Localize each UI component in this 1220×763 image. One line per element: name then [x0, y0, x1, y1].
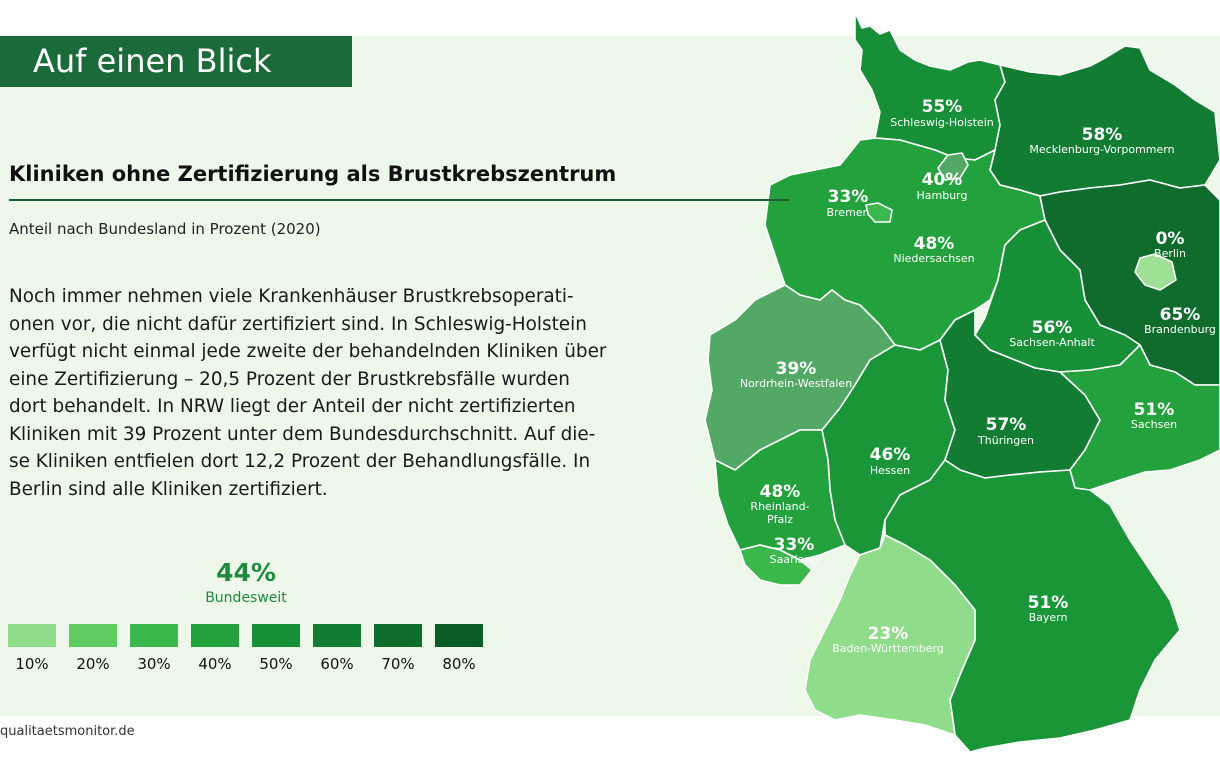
state-name-sh: Schleswig-Holstein: [890, 116, 993, 129]
state-berlin[interactable]: [1134, 253, 1177, 291]
state-value-rp: 48%: [760, 482, 801, 502]
national-average-value: 44%: [216, 558, 276, 587]
state-name-st: Sachsen-Anhalt: [1009, 336, 1095, 349]
state-name-rp: Rheinland-Pfalz: [750, 500, 809, 526]
state-value-sh: 55%: [922, 97, 963, 117]
state-name-he: Hessen: [870, 464, 910, 477]
state-name-be: Berlin: [1154, 247, 1186, 260]
state-value-ni: 48%: [914, 234, 955, 254]
state-name-hb: Bremen: [826, 206, 869, 219]
legend-label: 50%: [259, 655, 293, 673]
description-text: Noch immer nehmen viele Krankenhäuser Br…: [9, 286, 607, 500]
legend-label: 60%: [320, 655, 354, 673]
legend-label: 20%: [76, 655, 110, 673]
legend-swatch: [374, 624, 422, 647]
state-rheinland-pfalz[interactable]: [714, 429, 846, 561]
state-value-hb: 33%: [828, 187, 869, 207]
state-hamburg[interactable]: [937, 152, 969, 181]
state-value-bb: 65%: [1160, 305, 1201, 325]
state-labels: 55%Schleswig-Holstein 58%Mecklenburg-Vorp…: [740, 97, 1216, 655]
state-value-sl: 33%: [774, 535, 815, 555]
state-value-be: 0%: [1156, 229, 1185, 249]
state-name-bw: Baden-Württemberg: [832, 642, 944, 655]
state-name-mv: Mecklenburg-Vorpommern: [1029, 143, 1174, 156]
page-subtitle: Anteil nach Bundesland in Prozent (2020): [9, 220, 321, 238]
state-value-by: 51%: [1028, 593, 1069, 613]
legend-label: 30%: [137, 655, 171, 673]
state-value-hh: 40%: [922, 170, 963, 190]
state-value-sn: 51%: [1134, 400, 1175, 420]
state-value-st: 56%: [1032, 318, 1073, 338]
state-shapes: [704, 11, 1220, 753]
state-name-hh: Hamburg: [917, 189, 968, 202]
state-name-ni: Niedersachsen: [893, 252, 974, 265]
state-saarland[interactable]: [739, 544, 813, 586]
state-value-nw: 39%: [776, 359, 817, 379]
legend-swatch: [252, 624, 300, 647]
title-divider: [9, 199, 789, 201]
state-bremen[interactable]: [865, 202, 893, 223]
state-value-bw: 23%: [868, 624, 909, 644]
state-value-mv: 58%: [1082, 125, 1123, 145]
legend-swatch: [130, 624, 178, 647]
legend-label: 70%: [381, 655, 415, 673]
legend-swatch: [435, 624, 483, 647]
legend-swatch: [8, 624, 56, 647]
state-value-th: 57%: [986, 415, 1027, 435]
legend-label: 40%: [198, 655, 232, 673]
state-name-bb: Brandenburg: [1144, 323, 1216, 336]
state-name-sn: Sachsen: [1131, 418, 1177, 431]
page-title: Kliniken ohne Zertifizierung als Brustkr…: [9, 162, 617, 186]
legend-label: 80%: [442, 655, 476, 673]
section-badge: Auf einen Blick: [0, 36, 352, 87]
state-value-he: 46%: [870, 445, 911, 465]
legend-label: 10%: [15, 655, 49, 673]
state-sachsen[interactable]: [1059, 344, 1220, 491]
state-name-by: Bayern: [1029, 611, 1068, 624]
state-name-nw: Nordrhein-Westfalen: [740, 377, 852, 390]
national-average-label: Bundesweit: [205, 590, 287, 606]
legend-swatch: [69, 624, 117, 647]
legend-swatch: [191, 624, 239, 647]
legend-swatch: [313, 624, 361, 647]
state-name-th: Thüringen: [977, 434, 1034, 447]
state-name-sl: Saarland: [770, 553, 819, 566]
state-mecklenburg-vorpommern[interactable]: [989, 45, 1220, 197]
source-credit: qualitaetsmonitor.de: [0, 724, 135, 739]
state-baden-wuerttemberg[interactable]: [804, 534, 976, 736]
